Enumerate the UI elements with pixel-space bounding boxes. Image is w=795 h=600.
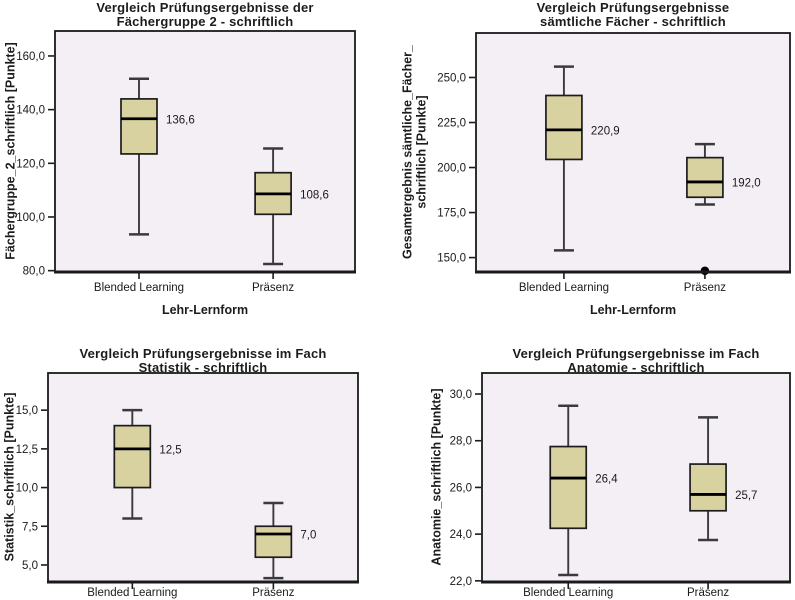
y-tick-label: 100,0 (16, 212, 45, 224)
boxplot-box-blended-learning: 12,5 (113, 408, 182, 520)
y-tick-label: 15,0 (16, 405, 38, 417)
y-tick-label: 10,0 (16, 483, 38, 495)
y-tick-label: 28,0 (450, 436, 472, 448)
boxplot-box-praesenz: 25,7 (689, 416, 757, 542)
y-tick-label: 7,5 (22, 521, 38, 533)
y-tick-label: 250,0 (437, 72, 466, 84)
x-category-label: Blended Learning (523, 587, 613, 599)
plot-area (475, 32, 791, 273)
median-value-label: 26,4 (595, 474, 618, 486)
x-category-label: Blended Learning (519, 282, 609, 294)
iqr-box (549, 445, 588, 530)
boxplot-box-blended-learning: 26,4 (549, 404, 618, 577)
panel-faechergruppe2-schriftlich: Vergleich Prüfungsergebnisse der Fächerg… (0, 0, 397, 343)
boxplot-box-praesenz: 108,6 (254, 147, 329, 266)
median-value-label: 136,6 (166, 114, 195, 126)
boxplot-box-praesenz: 7,0 (254, 501, 316, 580)
median-value-label: 108,6 (300, 189, 329, 201)
y-tick-label: 24,0 (450, 529, 472, 541)
median-value-label: 12,5 (159, 444, 181, 456)
panel-saemtliche-faecher-schriftlich: Vergleich Prüfungsergebnisse sämtliche F… (398, 0, 795, 343)
x-axis-title: Lehr-Lernform (161, 303, 249, 317)
y-tick-label: 30,0 (450, 389, 472, 401)
y-tick-label: 12,5 (16, 444, 38, 456)
chart-title-line2: sämtliche Fächer - schriftlich (540, 13, 726, 29)
chart-title: Vergleich Prüfungsergebnisse der Fächerg… (55, 1, 355, 28)
boxplot-canvas: 80,0 100,0 120,0 140,0 160,0 Blended Learning… (16, 30, 356, 294)
y-tick-label: 175,0 (437, 208, 466, 220)
iqr-box (120, 98, 158, 155)
median-value-label: 220,9 (591, 125, 620, 137)
panel-statistik-schriftlich: Vergleich Prüfungsergebnisse im Fach Sta… (0, 343, 397, 600)
y-tick-label: 160,0 (16, 51, 45, 63)
chart-title-line1: Vergleich Prüfungsergebnisse (536, 0, 730, 15)
chart-title: Vergleich Prüfungsergebnisse sämtliche F… (476, 1, 790, 28)
boxplot-box-blended-learning: 136,6 (120, 77, 195, 236)
iqr-box (113, 424, 152, 489)
chart-title-line2: Statistik - schriftlich (138, 359, 268, 375)
y-tick-label: 22,0 (450, 576, 472, 588)
y-tick-label: 80,0 (23, 266, 45, 278)
boxplot-box-praesenz: 192,0 (686, 142, 761, 206)
iqr-box (689, 463, 727, 512)
chart-title-line2: Anatomie - schriftlich (567, 359, 705, 375)
y-tick-label: 120,0 (16, 158, 45, 170)
plot-area (47, 372, 359, 583)
chart-title-line2: Fächergruppe 2 - schriftlich (116, 13, 294, 29)
boxplot-box-blended-learning: 220,9 (545, 65, 620, 252)
iqr-box (686, 156, 724, 199)
boxplot-canvas: 22,0 24,0 26,0 28,0 30,0 Blended Learning Präs… (450, 372, 791, 599)
x-category-label: Präsenz (252, 587, 294, 599)
y-tick-label: 200,0 (437, 163, 466, 175)
median-value-label: 192,0 (732, 177, 761, 189)
y-tick-label: 26,0 (450, 482, 472, 494)
boxplot-canvas: 150,0 175,0 200,0 225,0 250,0 Blended Learnin… (437, 32, 791, 294)
panel-anatomie-schriftlich: Vergleich Prüfungsergebnisse im Fach Ana… (398, 343, 795, 600)
x-axis-title: Lehr-Lernform (589, 303, 677, 317)
median-value-label: 25,7 (735, 490, 757, 502)
median-value-label: 7,0 (300, 530, 316, 542)
y-tick-label: 225,0 (437, 118, 466, 130)
boxplot-canvas: 5,0 7,5 10,0 12,5 15,0 Blended Learning Präsen… (16, 372, 359, 599)
x-category-label: Präsenz (684, 282, 726, 294)
plot-area (54, 30, 356, 273)
x-category-label: Präsenz (252, 282, 294, 294)
chart-title: Vergleich Prüfungsergebnisse im Fach Sta… (48, 347, 358, 374)
x-category-label: Präsenz (687, 587, 729, 599)
chart-title-line1: Vergleich Prüfungsergebnisse im Fach (512, 346, 760, 361)
plot-area (481, 372, 791, 583)
x-category-label: Blended Learning (94, 282, 184, 294)
y-tick-label: 150,0 (437, 253, 466, 265)
y-tick-label: 140,0 (16, 105, 45, 117)
iqr-box (254, 525, 293, 559)
y-tick-label: 5,0 (22, 560, 38, 572)
chart-title: Vergleich Prüfungsergebnisse im Fach Ana… (482, 347, 790, 374)
x-category-label: Blended Learning (87, 587, 177, 599)
chart-title-line1: Vergleich Prüfungsergebnisse im Fach (79, 346, 327, 361)
chart-title-line1: Vergleich Prüfungsergebnisse der (96, 0, 314, 15)
iqr-box (545, 94, 583, 161)
